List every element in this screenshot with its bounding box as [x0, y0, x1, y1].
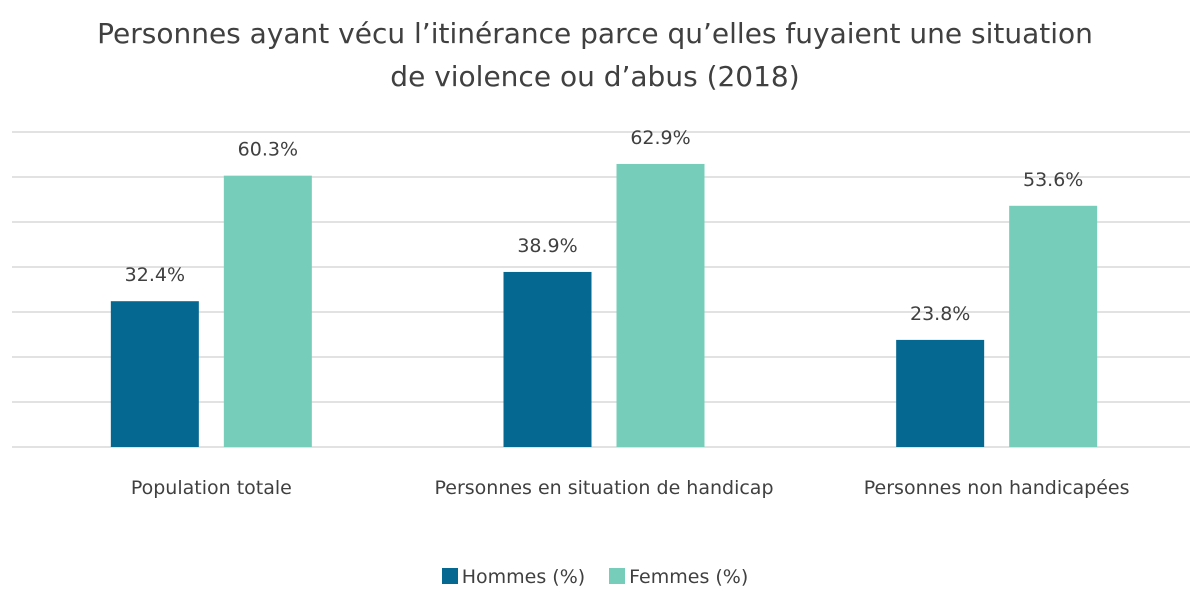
x-tick-label: Personnes en situation de handicap: [434, 477, 774, 499]
bar: [896, 339, 985, 447]
bar: [1009, 205, 1098, 447]
legend-item: Femmes (%): [609, 566, 748, 588]
data-label: 62.9%: [630, 127, 690, 149]
bar: [223, 175, 312, 447]
legend-label: Hommes (%): [461, 566, 586, 588]
data-label: 60.3%: [238, 139, 298, 161]
bar: [110, 301, 199, 447]
data-label: 23.8%: [910, 303, 970, 325]
data-label: 53.6%: [1023, 169, 1083, 191]
x-tick-label: Population totale: [130, 477, 292, 499]
bar: [503, 271, 592, 447]
legend-swatch: [609, 568, 626, 584]
chart-title: Personnes ayant vécu l’itinérance parce …: [97, 17, 1093, 93]
x-tick-label: Personnes non handicapées: [863, 477, 1130, 499]
legend-swatch: [441, 568, 458, 584]
data-label: 32.4%: [125, 264, 185, 286]
legend-item: Hommes (%): [441, 566, 586, 588]
data-label: 38.9%: [517, 235, 577, 257]
bar: [616, 163, 705, 447]
legend: Hommes (%) Femmes (%): [0, 566, 1190, 588]
legend-label: Femmes (%): [629, 566, 749, 588]
